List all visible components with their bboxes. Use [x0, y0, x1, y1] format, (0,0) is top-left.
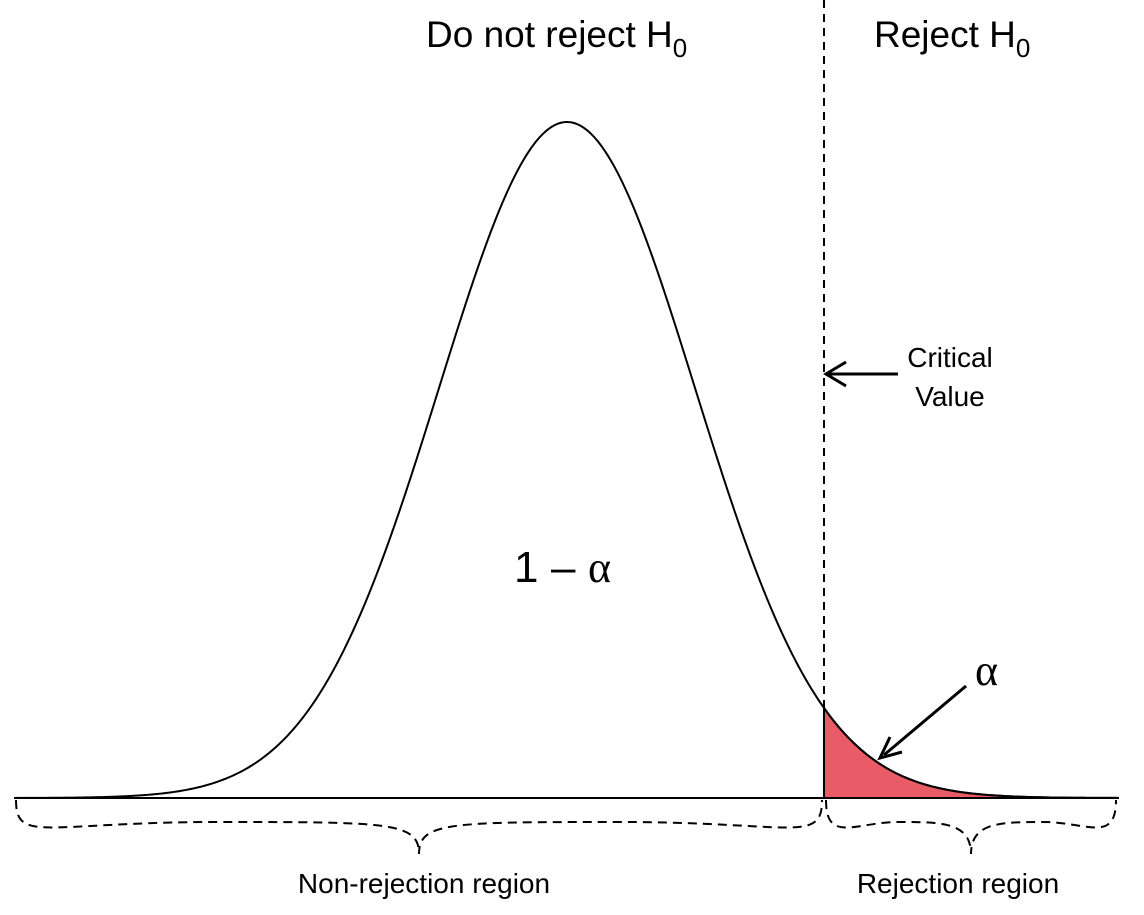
alpha-arrow [877, 684, 967, 761]
reject-label: Reject H0 [874, 14, 1030, 63]
rejection-brace [825, 799, 1117, 855]
non-rejection-region-label: Non-rejection region [298, 868, 550, 899]
bell-curve [14, 121, 1119, 799]
rejection-region-label: Rejection region [857, 868, 1059, 899]
alpha-label: α [975, 646, 998, 695]
non-rejection-area-label: 1– α [514, 543, 611, 592]
non-rejection-brace [15, 799, 823, 855]
critical-value-text-line2: Value [915, 381, 985, 412]
rejection-area [823, 704, 1119, 799]
critical-value-arrow [823, 360, 898, 388]
do-not-reject-label: Do not reject H0 [426, 14, 687, 63]
critical-value-text-line1: Critical [907, 342, 993, 373]
